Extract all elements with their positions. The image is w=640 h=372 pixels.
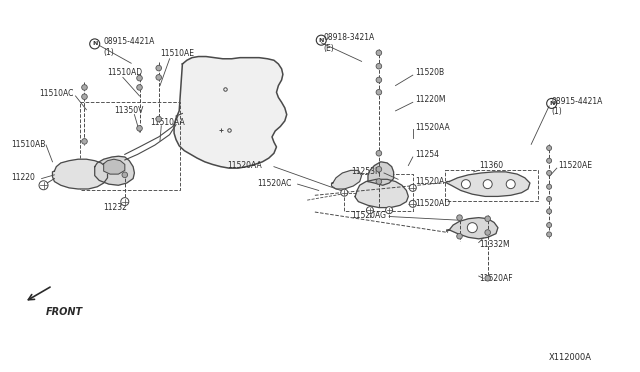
Text: 11510AA: 11510AA: [150, 118, 185, 126]
Circle shape: [547, 158, 552, 163]
Circle shape: [485, 275, 490, 281]
Circle shape: [137, 75, 142, 81]
Text: X112000A: X112000A: [549, 353, 592, 362]
Circle shape: [122, 172, 127, 178]
Circle shape: [376, 89, 381, 95]
Polygon shape: [447, 218, 498, 239]
Polygon shape: [332, 170, 362, 189]
Text: 11520AA: 11520AA: [227, 161, 262, 170]
Circle shape: [547, 222, 552, 228]
Circle shape: [376, 179, 381, 185]
Text: 11520AG: 11520AG: [351, 211, 386, 219]
Circle shape: [467, 223, 477, 232]
Circle shape: [367, 207, 373, 214]
Circle shape: [376, 166, 381, 172]
Text: FRONT: FRONT: [46, 308, 83, 317]
Polygon shape: [95, 156, 134, 185]
Circle shape: [137, 84, 142, 90]
Text: 11510AB: 11510AB: [12, 140, 46, 149]
Text: 11360: 11360: [479, 161, 503, 170]
Circle shape: [547, 145, 552, 151]
Circle shape: [386, 207, 392, 214]
Circle shape: [457, 233, 462, 239]
Circle shape: [410, 201, 416, 207]
Circle shape: [410, 185, 416, 191]
Circle shape: [82, 84, 87, 90]
Polygon shape: [355, 179, 408, 208]
Text: (E): (E): [323, 44, 334, 53]
Text: 11332M: 11332M: [479, 240, 509, 249]
Text: N: N: [549, 101, 554, 106]
Circle shape: [483, 180, 492, 189]
Text: (1): (1): [552, 107, 563, 116]
Text: N: N: [319, 38, 324, 43]
Text: 08915-4421A: 08915-4421A: [552, 97, 603, 106]
Circle shape: [39, 181, 48, 190]
Polygon shape: [368, 162, 394, 185]
Text: 11520AF: 11520AF: [479, 274, 513, 283]
Polygon shape: [52, 159, 108, 189]
Circle shape: [461, 180, 470, 189]
Text: 08918-3421A: 08918-3421A: [323, 33, 374, 42]
Circle shape: [547, 232, 552, 237]
Circle shape: [376, 63, 381, 69]
Circle shape: [156, 74, 161, 80]
Polygon shape: [174, 57, 287, 168]
Text: 11220: 11220: [12, 173, 35, 182]
Circle shape: [506, 180, 515, 189]
Text: 11232: 11232: [104, 203, 127, 212]
Circle shape: [547, 209, 552, 214]
Circle shape: [82, 94, 87, 100]
Polygon shape: [447, 172, 530, 196]
Circle shape: [82, 138, 87, 144]
Circle shape: [485, 216, 490, 222]
Text: 11520AA: 11520AA: [415, 123, 449, 132]
Text: (1): (1): [104, 48, 115, 57]
Circle shape: [137, 125, 142, 131]
Circle shape: [341, 189, 348, 196]
Text: 11510AD: 11510AD: [108, 68, 143, 77]
Text: 11254: 11254: [415, 150, 439, 159]
Text: 11520A: 11520A: [415, 177, 444, 186]
Text: 11220M: 11220M: [415, 95, 445, 104]
Circle shape: [547, 196, 552, 202]
Circle shape: [121, 198, 129, 206]
Circle shape: [376, 77, 381, 83]
Circle shape: [547, 170, 552, 176]
Circle shape: [156, 116, 161, 122]
Text: N: N: [92, 41, 97, 46]
Text: 11520B: 11520B: [415, 68, 444, 77]
Circle shape: [376, 50, 381, 56]
Text: 11520AE: 11520AE: [558, 161, 592, 170]
Polygon shape: [104, 159, 125, 174]
Circle shape: [156, 65, 161, 71]
Text: 11253N: 11253N: [351, 167, 380, 176]
Circle shape: [485, 230, 490, 235]
Text: 11510AC: 11510AC: [40, 89, 74, 98]
Text: 11520AC: 11520AC: [257, 179, 292, 187]
Text: 11350V: 11350V: [114, 106, 143, 115]
Text: 11510AE: 11510AE: [160, 49, 194, 58]
Text: 08915-4421A: 08915-4421A: [104, 37, 155, 46]
Circle shape: [376, 150, 381, 156]
Text: 11520AD: 11520AD: [415, 199, 450, 208]
Circle shape: [457, 215, 462, 221]
Circle shape: [547, 184, 552, 189]
